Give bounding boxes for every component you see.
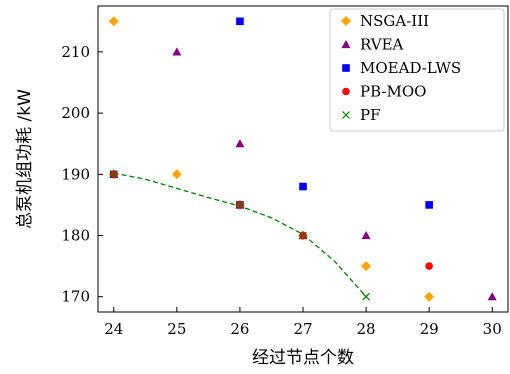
moead-lws-point [299,182,307,191]
legend-marker-pb-moo [342,87,350,96]
pf-dashed-curve [113,172,367,298]
rvea-point [487,292,497,301]
x-tick-label: 30 [483,320,502,338]
rvea-point [172,47,182,56]
x-tick-label: 25 [167,320,186,338]
y-tick-label: 170 [61,288,90,306]
y-axis-ticks: 170 180 190 200 210 [61,43,103,306]
nsga-iii-point [108,16,119,27]
pf-point [299,231,307,240]
nsga-iii-point [361,261,372,272]
pb-moo-point [425,262,433,270]
legend-label-rvea: RVEA [360,36,404,54]
pf-point [235,200,244,209]
x-tick-label: 28 [357,320,376,338]
legend-marker-moead-lws [342,64,350,72]
rvea-point [235,139,245,148]
y-axis-title: 总泵机组功耗 /kW [15,89,35,229]
nsga-iii-point [424,291,435,302]
data-points [108,16,497,302]
legend-marker-rvea [341,40,351,49]
x-tick-label: 24 [104,320,123,338]
y-tick-label: 200 [61,104,90,122]
y-tick-label: 210 [61,43,90,61]
y-tick-label: 190 [61,165,90,183]
x-tick-label: 26 [230,320,249,338]
legend-box [329,8,505,132]
x-axis-ticks: 24 25 26 27 28 29 30 [104,307,502,338]
legend-label-pf: PF [360,106,381,124]
legend-label-moead-lws: MOEAD-LWS [360,59,461,77]
x-tick-label: 27 [293,320,312,338]
x-tick-label: 29 [420,320,439,338]
pf-curve-layer [113,172,367,298]
legend-label-nsga-iii: NSGA-III [360,12,429,30]
nsga-iii-point [171,169,182,180]
pf-point [362,292,371,301]
moead-lws-point [425,201,433,209]
moead-lws-point [236,17,244,26]
legend: NSGA-III RVEA MOEAD-LWS PB-MOO PF [329,8,505,132]
legend-label-pb-moo: PB-MOO [360,83,426,101]
rvea-point [361,231,371,240]
pf-point [109,170,118,179]
legend-items: NSGA-III RVEA MOEAD-LWS PB-MOO PF [341,12,461,124]
x-axis-title: 经过节点个数 [252,348,354,368]
y-tick-label: 180 [61,227,90,245]
legend-marker-pf [342,111,350,119]
legend-marker-nsga-iii [341,16,351,26]
